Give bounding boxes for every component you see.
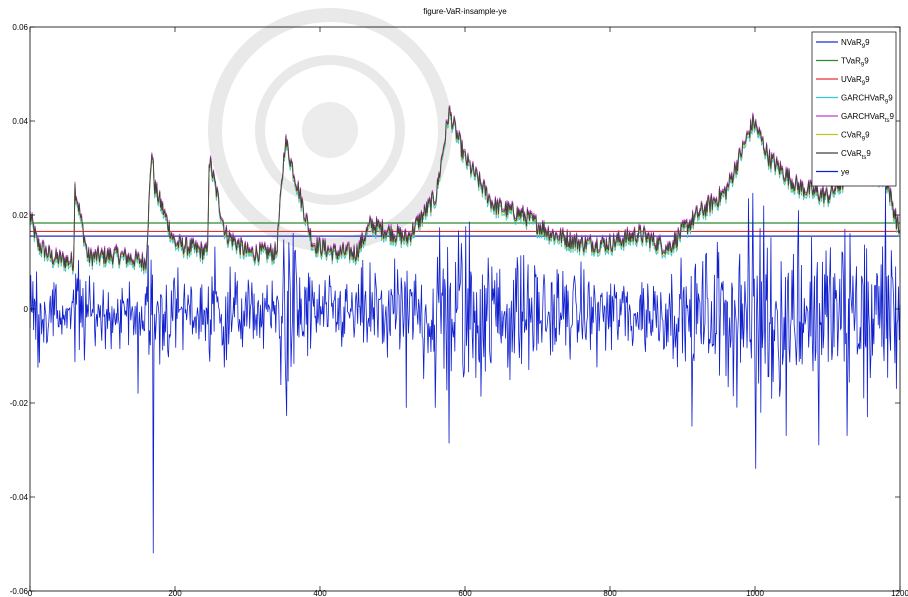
legend-entry: ye (841, 168, 850, 177)
legend-entry: UVaR99 (841, 75, 870, 87)
chart-title: figure-VaR-insample-ye (423, 7, 507, 16)
series-line-cvar-ts-6 (29, 106, 901, 271)
legend-entry: NVaR99 (841, 38, 870, 50)
y-tick-label: 0.06 (12, 23, 28, 32)
legend-entry: GARCHVaR99 (841, 94, 893, 106)
y-tick-label: 0 (24, 305, 29, 314)
x-tick-label: 0 (28, 589, 33, 597)
legend-entry: CVaRts9 (841, 149, 871, 161)
x-tick-label: 200 (168, 589, 182, 597)
y-tick-label: -0.06 (10, 587, 29, 596)
legend-box (811, 31, 897, 187)
watermark-logo (208, 8, 452, 252)
y-tick-label: 0.02 (12, 211, 28, 220)
axes: 0 200 400 600 800 1000 1200 -0.06 -0.04 -0.02 0 0.0… (10, 23, 908, 597)
x-tick-label: 600 (458, 589, 472, 597)
plot-area (29, 104, 901, 554)
y-tick-label: -0.04 (10, 493, 29, 502)
legend-entry: CVaR99 (841, 131, 870, 143)
x-tick-label: 1200 (891, 589, 908, 597)
legend-entry: GARCHVaRts9 (841, 112, 895, 124)
y-tick-label: 0.04 (12, 117, 28, 126)
y-tick-label: -0.02 (10, 399, 29, 408)
x-tick-label: 1000 (746, 589, 764, 597)
x-tick-label: 400 (313, 589, 327, 597)
x-tick-label: 800 (603, 589, 617, 597)
legend: NVaR99 TVaR99 UVaR99 GARCHVaR99 GARCHVaRts9 C… (811, 31, 897, 187)
series-line-ye-x-7 (29, 186, 901, 554)
legend-entry: TVaR99 (841, 57, 869, 69)
